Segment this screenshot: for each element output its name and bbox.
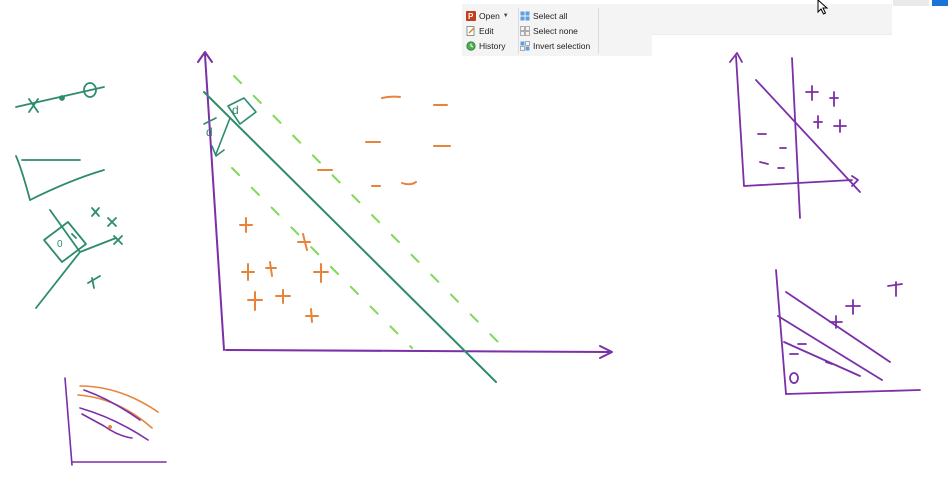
open-label: Open — [479, 10, 500, 21]
margin-label: d — [232, 103, 239, 117]
sketch-line-with-points — [15, 82, 105, 113]
explorer-ribbon: P Open ▼ Edit History — [462, 6, 652, 56]
window-button[interactable] — [893, 0, 929, 6]
sketch-diamond-crossing: 0 — [35, 207, 123, 309]
margin-distance-marks: d d — [203, 97, 257, 157]
positive-class-points — [239, 217, 329, 323]
invert-selection-icon — [520, 40, 530, 51]
sketch-small-lines-plot — [64, 377, 167, 466]
negative-class-points — [317, 95, 451, 187]
sketch-top-right — [729, 52, 861, 219]
sketch-bottom-right — [775, 269, 921, 395]
select-all-icon — [520, 11, 530, 20]
sketch-curve — [15, 155, 105, 201]
select-none-button[interactable]: Select none — [520, 23, 600, 38]
open-button[interactable]: P Open ▼ — [466, 8, 516, 23]
open-group: P Open ▼ Edit History — [466, 8, 516, 53]
chevron-down-icon[interactable]: ▼ — [502, 12, 509, 19]
select-group: Select all Select none Invert selection — [520, 8, 600, 53]
history-icon — [466, 40, 476, 51]
history-button[interactable]: History — [466, 38, 516, 53]
history-label: History — [479, 40, 506, 51]
invert-selection-label: Invert selection — [533, 40, 591, 51]
edit-icon — [466, 25, 475, 36]
edit-button[interactable]: Edit — [466, 23, 516, 38]
select-all-button[interactable]: Select all — [520, 8, 600, 23]
margin-lines — [231, 75, 501, 349]
invert-selection-button[interactable]: Invert selection — [520, 38, 600, 53]
svg-text:0: 0 — [57, 239, 63, 250]
decision-boundary — [203, 91, 497, 383]
window-accent-button[interactable] — [932, 0, 948, 6]
boundary-label: d — [206, 125, 213, 139]
svg-text:P: P — [468, 12, 474, 21]
edit-label: Edit — [479, 25, 494, 36]
main-axes — [197, 51, 613, 359]
powerpoint-icon: P — [466, 10, 476, 21]
select-all-label: Select all — [533, 10, 568, 21]
ribbon-divider — [518, 8, 519, 54]
select-none-icon — [520, 25, 530, 36]
mouse-cursor-icon — [817, 0, 829, 15]
ribbon-divider — [598, 8, 599, 54]
select-none-label: Select none — [533, 25, 578, 36]
